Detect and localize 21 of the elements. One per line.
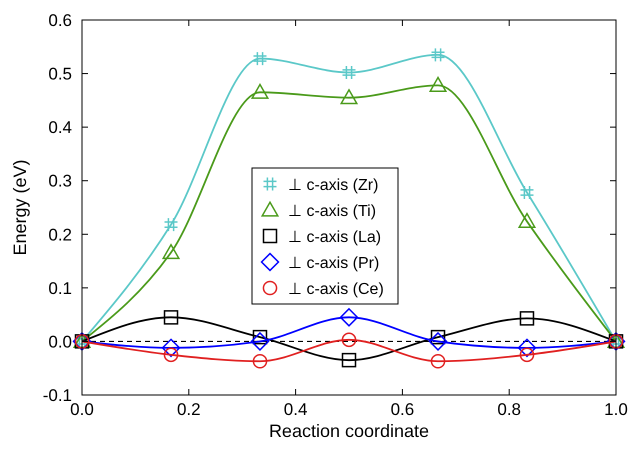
x-tick-label: 0.8 [497, 400, 522, 419]
y-axis-title: Energy (eV) [10, 159, 30, 256]
y-tick-label: 0.2 [48, 225, 72, 244]
y-tick-label: 0.0 [48, 332, 72, 352]
y-tick-label: -0.1 [42, 386, 72, 405]
legend-label: ⊥ c-axis (Pr) [288, 255, 380, 272]
y-tick-label: 0.3 [48, 172, 72, 191]
x-tick-label: 0.4 [284, 400, 308, 419]
y-tick-label: 0.6 [48, 11, 72, 30]
x-tick-label: 0.2 [176, 400, 201, 419]
y-tick-label: 0.1 [48, 278, 72, 298]
legend-label: ⊥ c-axis (Ce) [288, 281, 384, 298]
x-tick-label: 0.6 [390, 400, 414, 419]
legend-label: ⊥ c-axis (Zr) [288, 177, 378, 194]
x-tick-label: 1.0 [604, 400, 628, 419]
y-tick-label: 0.5 [48, 64, 72, 84]
y-tick-label: 0.4 [48, 118, 72, 138]
x-axis-title: Reaction coordinate [268, 421, 430, 441]
legend-label: ⊥ c-axis (Ti) [288, 203, 376, 220]
legend-label: ⊥ c-axis (La) [288, 229, 382, 246]
x-tick-label: 0.0 [70, 400, 94, 419]
